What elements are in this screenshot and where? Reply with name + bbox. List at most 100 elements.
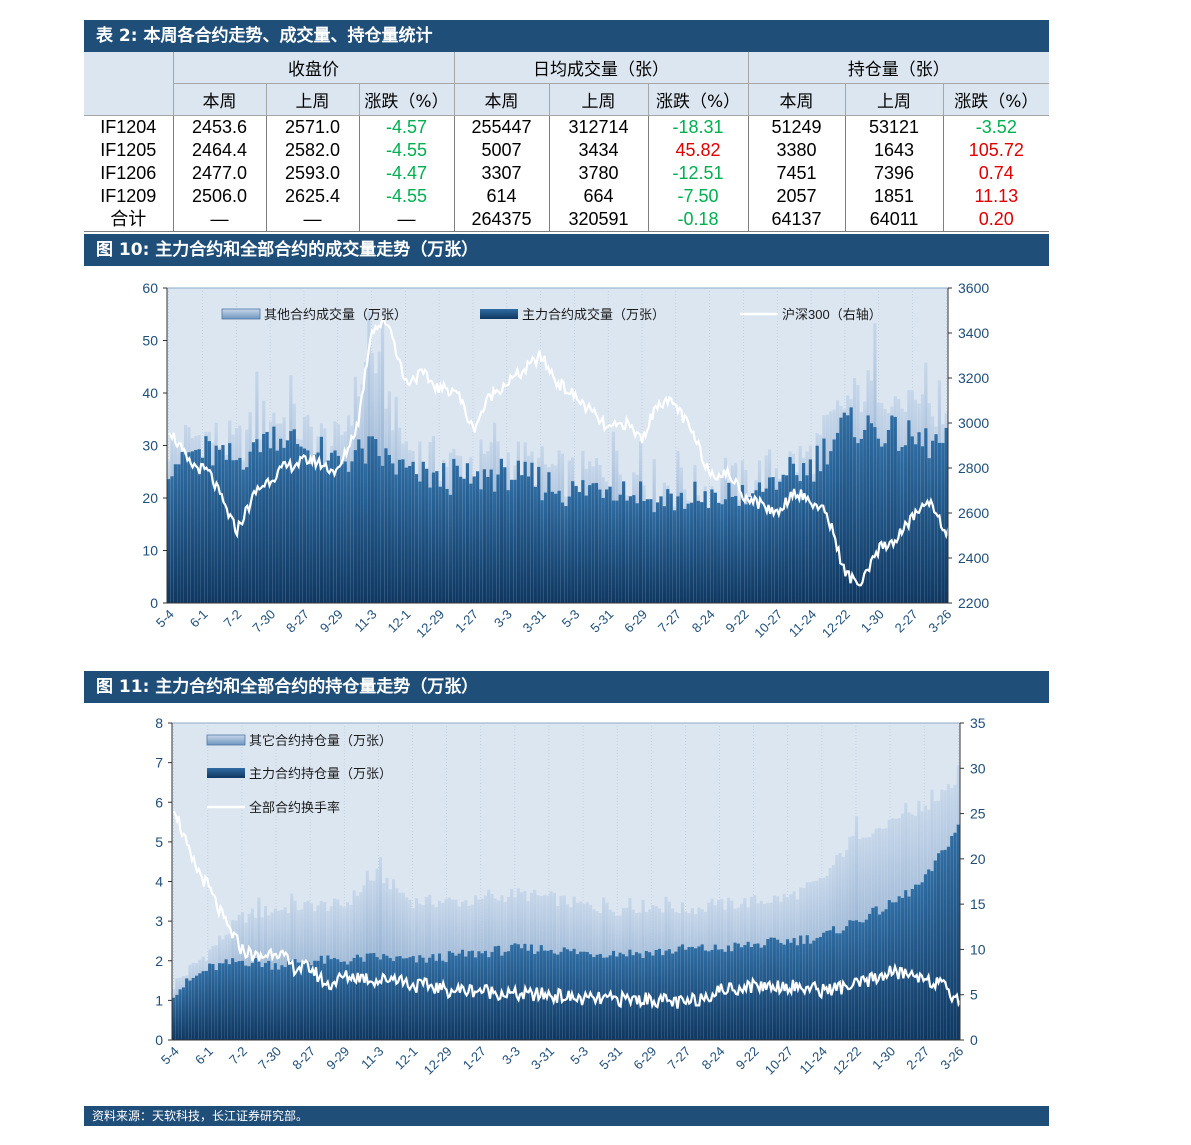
main-bar — [571, 481, 575, 603]
main-bar — [228, 443, 232, 603]
table-cell: 320591 — [548, 208, 649, 232]
main-bar — [428, 487, 432, 603]
x-tick-label: 3-31 — [520, 607, 549, 636]
main-bar — [178, 989, 182, 1040]
main-bar — [190, 451, 194, 603]
main-bar — [194, 975, 199, 1040]
table-cell: 312714 — [548, 115, 649, 139]
main-bar — [717, 949, 721, 1040]
main-bar — [768, 477, 772, 603]
main-bar — [805, 475, 809, 603]
col-header: 涨跌（%） — [358, 83, 455, 116]
table-cell: 1851 — [844, 185, 944, 208]
main-bar — [696, 500, 700, 603]
other-bar — [380, 318, 385, 603]
main-bar — [839, 417, 843, 603]
x-tick-label: 12-29 — [413, 607, 447, 641]
main-bar — [933, 860, 937, 1040]
main-bar — [781, 474, 785, 603]
volume-chart: 0 10 20 30 40 50 60 2200 2400 2600 2800 3000 3200 340… — [142, 280, 989, 641]
table-cell: 664 — [548, 185, 649, 208]
main-bar — [444, 962, 448, 1040]
x-tick-label: 10-27 — [751, 607, 785, 641]
main-bar — [533, 486, 537, 603]
main-bar — [605, 489, 609, 603]
x-tick-label: 2-27 — [903, 1044, 932, 1073]
group-header: 持仓量（张） — [747, 52, 1050, 84]
legend-label: 主力合约成交量（万张） — [522, 307, 665, 322]
main-bar — [564, 506, 568, 603]
main-bar — [710, 489, 714, 603]
table-cell: 53121 — [844, 115, 944, 139]
main-bar — [601, 497, 605, 603]
main-bar — [615, 500, 619, 603]
main-bar — [346, 964, 350, 1040]
col-header: 本周 — [172, 83, 266, 116]
main-bar — [737, 505, 741, 603]
main-bar — [360, 448, 364, 603]
main-bar — [734, 496, 738, 603]
line-series — [172, 810, 977, 1010]
main-bar — [339, 961, 343, 1040]
table-cell: -7.50 — [647, 185, 749, 208]
main-bar — [934, 434, 938, 603]
col-header: 本周 — [453, 83, 550, 116]
legend-label: 主力合约持仓量（万张） — [249, 766, 392, 781]
main-bar — [572, 948, 576, 1040]
main-bar — [240, 960, 245, 1040]
y-tick-label: 3 — [155, 913, 163, 929]
main-bar — [445, 488, 449, 603]
y-tick-label: 10 — [142, 543, 158, 559]
main-bar — [480, 953, 484, 1040]
main-bar — [173, 464, 178, 603]
other-bar — [391, 879, 396, 1040]
main-bar — [720, 504, 724, 603]
main-bar — [812, 940, 816, 1040]
main-bar — [283, 967, 287, 1040]
main-bar — [254, 958, 258, 1040]
main-bar — [442, 463, 446, 603]
main-bar — [910, 888, 914, 1040]
main-bar — [655, 502, 660, 603]
main-bar — [329, 452, 334, 603]
main-bar — [464, 956, 468, 1040]
main-bar — [404, 467, 408, 603]
x-tick-label: 3-3 — [491, 607, 515, 631]
main-bar — [749, 947, 753, 1040]
main-bar — [483, 950, 488, 1040]
main-bar — [880, 446, 884, 603]
main-bar — [469, 483, 473, 603]
main-bar — [669, 493, 673, 603]
main-bar — [336, 455, 341, 603]
x-tick-label: 6-29 — [621, 607, 650, 636]
main-bar — [479, 489, 483, 603]
y2-tick-label: 3600 — [958, 280, 989, 296]
x-tick-label: 12-22 — [819, 607, 853, 641]
main-bar — [248, 451, 252, 603]
main-bar — [914, 444, 918, 603]
main-bar — [472, 476, 476, 603]
main-bar — [477, 951, 481, 1040]
x-tick-label: 7-30 — [255, 1044, 284, 1073]
main-bar — [172, 997, 176, 1040]
main-bar — [503, 467, 507, 603]
main-bar — [496, 474, 500, 603]
main-bar — [687, 947, 691, 1040]
table-cell: 2625.4 — [265, 185, 359, 208]
main-bar — [421, 461, 425, 603]
main-bar — [332, 957, 337, 1040]
main-bar — [316, 960, 320, 1040]
main-bar — [832, 439, 836, 603]
main-bar — [791, 463, 796, 603]
other-bar — [375, 868, 379, 1040]
main-bar — [306, 961, 310, 1040]
main-bar — [414, 962, 419, 1040]
main-bar — [227, 964, 231, 1040]
main-bar — [460, 949, 465, 1040]
main-bar — [667, 949, 671, 1040]
main-bar — [275, 450, 279, 603]
main-bar — [492, 491, 497, 603]
main-bar — [382, 954, 386, 1040]
main-bar — [401, 958, 405, 1040]
main-bar — [200, 457, 205, 603]
